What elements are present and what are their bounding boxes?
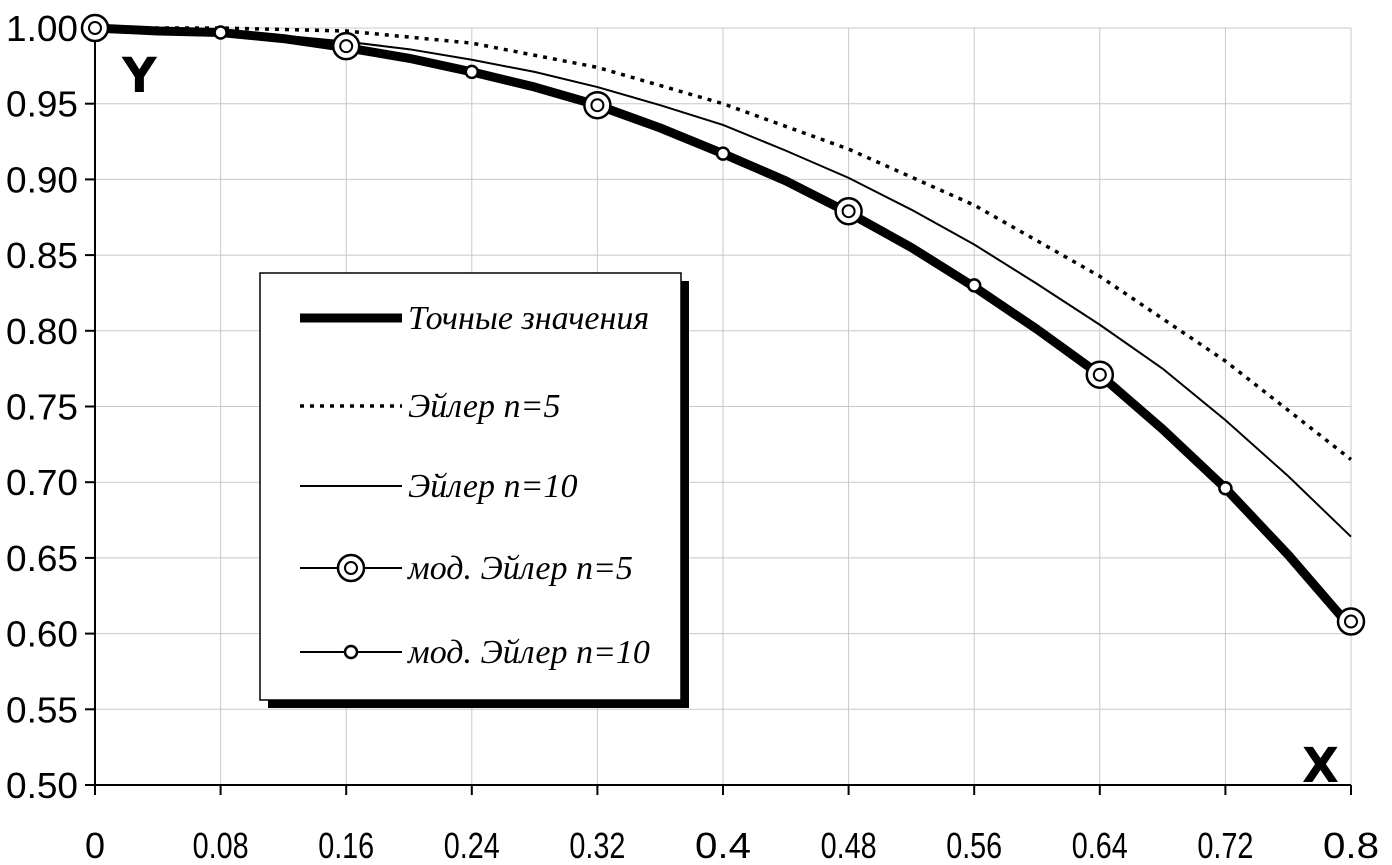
tick-labels: 0 0.08 0.16 0.24 0.32 0.4 0.48 0.56 0.64 0.72 0.80… [6,8,1379,865]
y-tick-label: 1.00 [6,8,78,49]
series-4-point-inner [339,39,354,54]
y-tick-label: 0.70 [6,462,78,503]
legend: Точные значения Эйлер n=5 Эйлер n=10 мод. Э… [259,272,689,708]
series-4-point-inner [1092,367,1107,382]
y-tick-label: 0.55 [6,689,78,730]
series-3-line [94,27,1352,538]
x-tick-label: 0.08 [193,825,249,865]
plot-series [80,13,1366,636]
x-tick-label: 0.64 [1072,825,1128,865]
series-5-point [213,25,228,40]
y-tick-label: 0.90 [6,159,78,200]
x-tick-label: 0.24 [444,825,500,865]
legend-entry-3-label: Эйлер n=10 [408,468,577,505]
legend-entry-1-label: Точные значения [408,300,649,337]
y-tick-label: 0.60 [6,614,78,655]
x-tick-label: 0.16 [318,825,374,865]
y-axis-label: Y [121,48,158,104]
y-tick-label: 0.85 [6,235,78,276]
x-tick-label: 0.56 [946,825,1002,865]
y-tick-label: 0.80 [6,311,78,352]
x-tick-label: 0 [85,825,105,865]
y-tick-label: 0.50 [6,765,78,806]
series-2-line [95,26,1353,461]
y-tick-label: 0.75 [6,387,78,428]
legend-entry-4-label: мод. Эйлер n=5 [407,550,633,587]
x-tick-label: 0.32 [569,825,625,865]
series-5-point [966,278,982,293]
series-4-point-inner [590,98,605,113]
series-4-point-inner [88,21,102,35]
series-4-point-inner [1344,614,1358,629]
legend-entry-5-label: мод. Эйлер n=10 [407,634,650,671]
legend-entry-2-label: Эйлер n=5 [408,388,560,425]
axes [85,27,1352,795]
x-tick-label: 0.48 [821,825,877,865]
x-axis-label: X [1302,738,1339,794]
x-tick-label: 0.4 [695,825,751,865]
y-tick-label: 0.95 [6,84,78,125]
x-tick-label: 0.72 [1197,825,1253,865]
legend-entry-5-marker [343,644,359,660]
x-tick-label: 0.8 [1323,825,1379,865]
series-5-point [715,146,731,161]
series-5-point [464,64,480,80]
y-tick-label: 0.65 [6,538,78,579]
series-4-point-inner [841,204,856,219]
series-5-point [1218,481,1233,496]
legend-entry-4-marker-inner [344,561,358,575]
